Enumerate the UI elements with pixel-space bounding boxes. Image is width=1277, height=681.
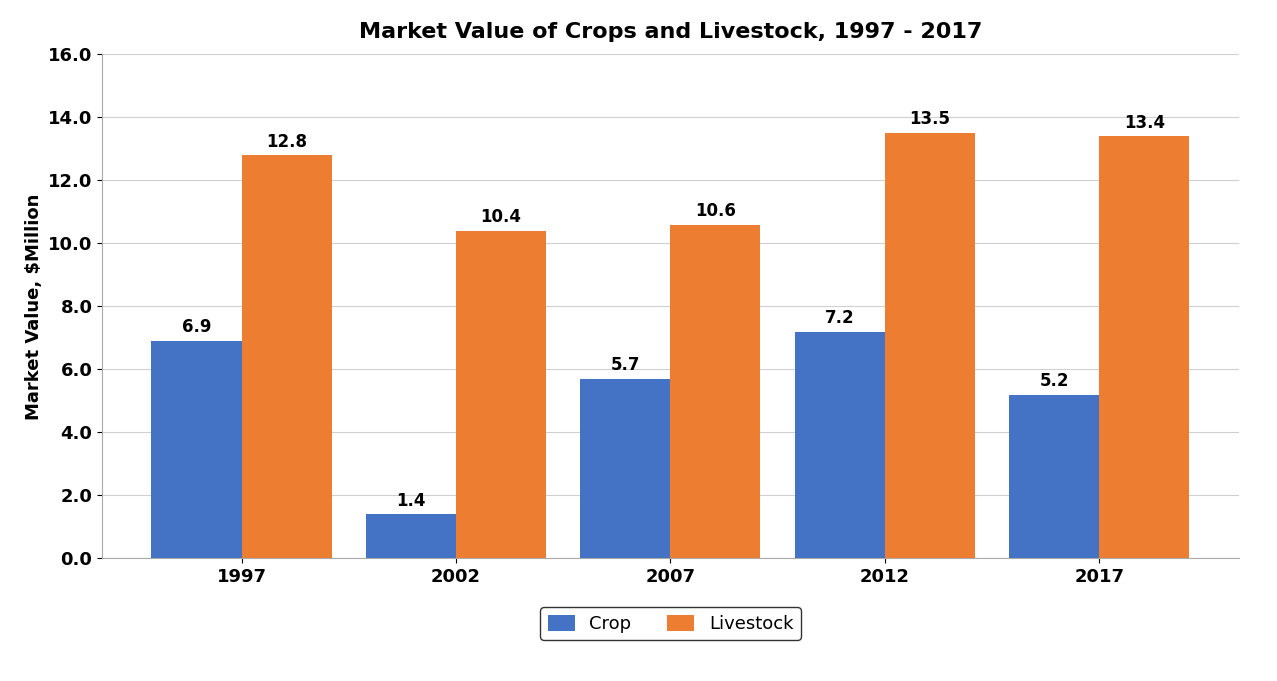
Text: 10.6: 10.6 bbox=[695, 202, 736, 220]
Bar bbox=[794, 332, 885, 558]
Bar bbox=[456, 231, 547, 558]
Text: 12.8: 12.8 bbox=[266, 133, 306, 151]
Text: 1.4: 1.4 bbox=[396, 492, 425, 509]
Legend: Crop, Livestock: Crop, Livestock bbox=[540, 607, 801, 640]
Bar bbox=[885, 133, 974, 558]
Bar bbox=[241, 155, 332, 558]
Bar bbox=[1099, 136, 1189, 558]
Bar bbox=[580, 379, 670, 558]
Bar bbox=[1009, 395, 1099, 558]
Bar bbox=[152, 341, 241, 558]
Text: 5.7: 5.7 bbox=[610, 356, 640, 374]
Text: 7.2: 7.2 bbox=[825, 309, 854, 327]
Text: 13.5: 13.5 bbox=[909, 110, 950, 129]
Text: 10.4: 10.4 bbox=[480, 208, 521, 226]
Text: 6.9: 6.9 bbox=[181, 319, 211, 336]
Title: Market Value of Crops and Livestock, 1997 - 2017: Market Value of Crops and Livestock, 199… bbox=[359, 22, 982, 42]
Text: 5.2: 5.2 bbox=[1039, 372, 1069, 390]
Bar bbox=[670, 225, 761, 558]
Text: 13.4: 13.4 bbox=[1124, 114, 1165, 131]
Bar bbox=[366, 514, 456, 558]
Y-axis label: Market Value, $Million: Market Value, $Million bbox=[24, 193, 42, 419]
